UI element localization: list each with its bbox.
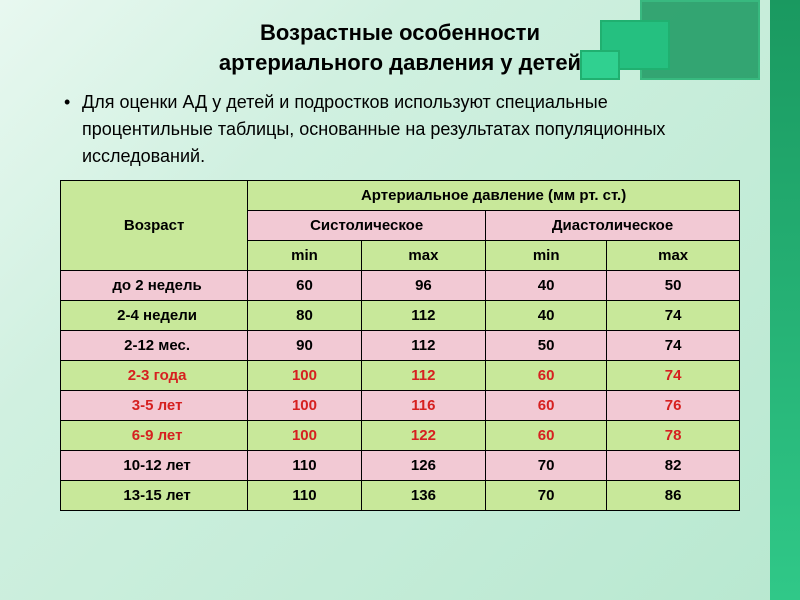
table-row: 13-15 лет1101367086 <box>61 481 740 511</box>
cell-s-min: 110 <box>248 481 362 511</box>
cell-d-min: 70 <box>486 481 607 511</box>
cell-age: 10-12 лет <box>61 451 248 481</box>
cell-s-max: 112 <box>361 331 485 361</box>
cell-s-min: 100 <box>248 361 362 391</box>
table-row: 6-9 лет1001226078 <box>61 421 740 451</box>
cell-s-max: 112 <box>361 301 485 331</box>
cell-s-max: 96 <box>361 271 485 301</box>
cell-d-max: 78 <box>607 421 740 451</box>
cell-age: 2-3 года <box>61 361 248 391</box>
cell-age: 3-5 лет <box>61 391 248 421</box>
cell-d-min: 60 <box>486 391 607 421</box>
cell-d-min: 40 <box>486 301 607 331</box>
cell-d-max: 74 <box>607 301 740 331</box>
col-s-max: max <box>361 241 485 271</box>
cell-age: до 2 недель <box>61 271 248 301</box>
cell-d-min: 60 <box>486 361 607 391</box>
col-bp: Артериальное давление (мм рт. ст.) <box>248 181 740 211</box>
cell-s-max: 126 <box>361 451 485 481</box>
cell-s-max: 116 <box>361 391 485 421</box>
bp-table: Возраст Артериальное давление (мм рт. ст… <box>60 180 740 511</box>
cell-s-min: 90 <box>248 331 362 361</box>
cell-d-min: 50 <box>486 331 607 361</box>
col-age: Возраст <box>61 181 248 271</box>
cell-d-min: 60 <box>486 421 607 451</box>
cell-d-max: 50 <box>607 271 740 301</box>
cell-age: 13-15 лет <box>61 481 248 511</box>
table-row: 10-12 лет1101267082 <box>61 451 740 481</box>
title-line-1: Возрастные особенности <box>260 20 540 45</box>
cell-s-min: 110 <box>248 451 362 481</box>
slide-title: Возрастные особенности артериального дав… <box>60 18 740 77</box>
cell-d-min: 70 <box>486 451 607 481</box>
cell-d-max: 74 <box>607 361 740 391</box>
cell-s-min: 80 <box>248 301 362 331</box>
col-diastolic: Диастолическое <box>486 211 740 241</box>
table-row: 2-4 недели801124074 <box>61 301 740 331</box>
intro-bullet: Для оценки АД у детей и подростков испол… <box>60 89 740 170</box>
table-row: до 2 недель60964050 <box>61 271 740 301</box>
cell-s-min: 100 <box>248 421 362 451</box>
cell-age: 2-4 недели <box>61 301 248 331</box>
cell-age: 2-12 мес. <box>61 331 248 361</box>
cell-d-max: 74 <box>607 331 740 361</box>
cell-s-max: 122 <box>361 421 485 451</box>
cell-s-min: 60 <box>248 271 362 301</box>
cell-s-max: 112 <box>361 361 485 391</box>
col-d-max: max <box>607 241 740 271</box>
cell-d-min: 40 <box>486 271 607 301</box>
title-line-2: артериального давления у детей <box>219 50 581 75</box>
table-header: Возраст Артериальное давление (мм рт. ст… <box>61 181 740 271</box>
slide-content: Возрастные особенности артериального дав… <box>0 0 800 521</box>
cell-s-min: 100 <box>248 391 362 421</box>
table-body: до 2 недель609640502-4 недели8011240742-… <box>61 271 740 511</box>
cell-s-max: 136 <box>361 481 485 511</box>
table-row: 2-3 года1001126074 <box>61 361 740 391</box>
cell-d-max: 76 <box>607 391 740 421</box>
table-row: 3-5 лет1001166076 <box>61 391 740 421</box>
cell-age: 6-9 лет <box>61 421 248 451</box>
cell-d-max: 82 <box>607 451 740 481</box>
col-systolic: Систолическое <box>248 211 486 241</box>
col-d-min: min <box>486 241 607 271</box>
col-s-min: min <box>248 241 362 271</box>
cell-d-max: 86 <box>607 481 740 511</box>
table-row: 2-12 мес.901125074 <box>61 331 740 361</box>
